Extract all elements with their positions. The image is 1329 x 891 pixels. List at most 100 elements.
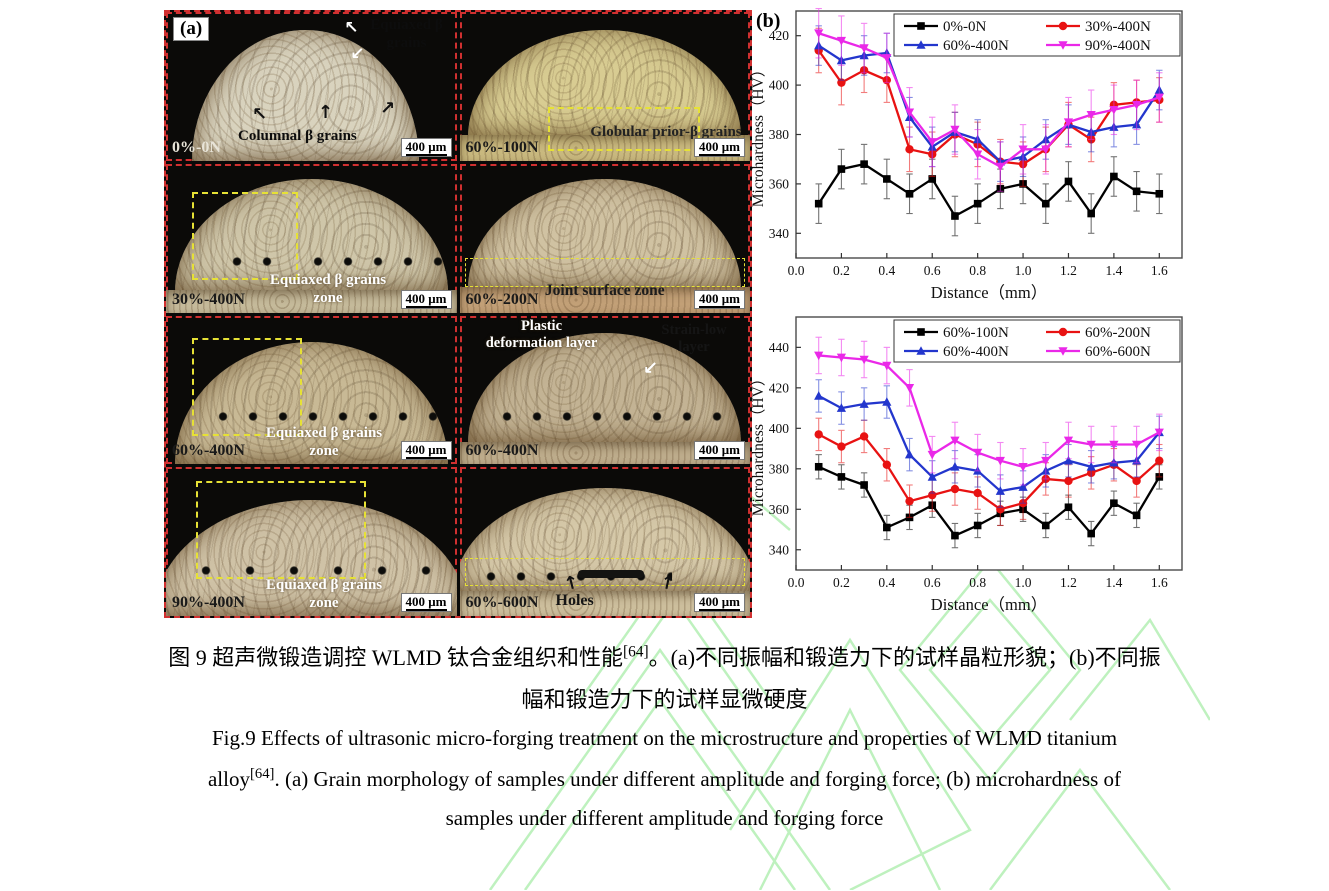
svg-text:1.0: 1.0 [1015, 575, 1032, 590]
caption-en-rest: . (a) Grain morphology of samples under … [274, 767, 1122, 791]
caption-zh-line2: 幅和锻造力下的试样显微硬度 [521, 687, 808, 712]
series-markers [814, 29, 1164, 172]
caption-en-line3: samples under different amplitude and fo… [445, 806, 884, 830]
pore-row [218, 255, 276, 267]
arrow-icon: ↖ [344, 18, 359, 38]
scale-bar: 400 μm [400, 289, 452, 309]
highlight-box [192, 337, 302, 436]
svg-text:340: 340 [769, 226, 790, 241]
series-line [817, 49, 1160, 166]
microhardness-chart-top: 0.0 0.2 0.4 0.6 0.8 1.0 1.2 1.4 1.6 340 360 380 400 4… [750, 6, 1196, 313]
pore-row [180, 565, 442, 576]
svg-text:360: 360 [769, 502, 790, 517]
svg-text:440: 440 [769, 340, 790, 355]
series-line [818, 354, 1160, 468]
substrate-layer [166, 290, 457, 313]
arrow-icon: ↙ [350, 44, 365, 64]
x-axis-label: Distance（mm） [931, 595, 1047, 614]
caption-en-line1: Fig.9 Effects of ultrasonic micro-forgin… [211, 726, 1118, 750]
scale-bar: 400 μm [400, 441, 452, 461]
micrograph-0pct-0N: (a) Equiaxed β grains ↖ ↙ Columnal β gra… [166, 12, 457, 161]
svg-text:90%-400N: 90%-400N [1085, 38, 1151, 54]
series-line [817, 162, 1160, 218]
svg-text:0.0: 0.0 [788, 575, 805, 590]
axis-ticks: 0.0 0.2 0.4 0.6 0.8 1.0 1.2 1.4 1.6 340 360 380 400 4… [769, 28, 1168, 278]
panel-b-badge: (b) [756, 10, 781, 32]
svg-text:400: 400 [769, 78, 790, 93]
highlight-box [464, 558, 745, 586]
svg-text:0.8: 0.8 [969, 263, 986, 278]
svg-text:1.4: 1.4 [1105, 575, 1122, 590]
micrograph-60pct-100N: Globular prior-β grains 60%-100N 400 μm [459, 12, 750, 161]
caption-en-pre: alloy [207, 767, 250, 791]
series-line [818, 433, 1161, 511]
caption-zh-rest: 。(a)不同振幅和锻造力下的试样晶粒形貌；(b)不同振 [648, 645, 1161, 670]
svg-text:0.8: 0.8 [969, 575, 986, 590]
citation-superscript: [64] [622, 643, 649, 661]
svg-text:60%-200N: 60%-200N [1085, 325, 1151, 341]
micrograph-90pct-400N: Equiaxed β grains zone 90%-400N 400 μm [166, 467, 457, 616]
microhardness-amplitude-chart: 0.0 0.2 0.4 0.6 0.8 1.0 1.2 1.4 1.6 340 360 380 400 4… [750, 7, 1183, 302]
annotation-joint-surface: Joint surface zone [544, 281, 665, 299]
annotation-globular-grains: Globular prior-β grains [590, 123, 742, 140]
annotation-plastic-deformation: Plastic deformation layer [485, 317, 598, 351]
scale-bar: 400 μm [694, 441, 745, 461]
axis-ticks: 0.0 0.2 0.4 0.6 0.8 1.0 1.2 1.4 1.6 340 360 380 400 4… [769, 340, 1168, 590]
legend: 60%-100N 60%-200N 60%-400N 60%-600N [893, 319, 1181, 363]
annotation-strain-low-layer: Strain-low layer [661, 321, 727, 355]
svg-text:0.2: 0.2 [833, 575, 850, 590]
condition-label: 60%-400N [465, 442, 539, 460]
condition-label: 60%-100N [465, 138, 539, 156]
x-axis-label: Distance（mm） [931, 283, 1047, 302]
svg-text:380: 380 [769, 461, 790, 476]
svg-text:400: 400 [769, 421, 790, 436]
y-axis-label: Microhardness（HV） [750, 62, 767, 208]
highlight-box [547, 106, 700, 151]
arrow-icon: ↗ [380, 97, 396, 119]
svg-text:0.2: 0.2 [833, 263, 850, 278]
highlight-box [196, 481, 366, 580]
scale-bar: 400 μm [694, 137, 745, 157]
caption-zh-main: 图 9 超声微锻造调控 WLMD 钛合金组织和性能 [168, 645, 623, 670]
pore-row [204, 411, 452, 423]
svg-text:0%-0N: 0%-0N [943, 19, 986, 35]
micrograph-60pct-400N-left: Equiaxed β grains zone 60%-400N 400 μm [166, 315, 457, 465]
elongated-hole [577, 570, 644, 578]
svg-text:420: 420 [769, 380, 790, 395]
annotation-columnar-grains: Columnal β grains [238, 127, 357, 144]
caption-zh-line1: 图 9 超声微锻造调控 WLMD 钛合金组织和性能[64]。(a)不同振幅和锻造… [0, 640, 1329, 672]
annotation-holes: Holes [555, 591, 594, 609]
svg-text:1.0: 1.0 [1015, 263, 1032, 278]
svg-text:0.6: 0.6 [924, 575, 941, 590]
scale-bar: 400 μm [400, 593, 452, 612]
svg-text:0.4: 0.4 [878, 263, 895, 278]
citation-superscript: [64] [249, 766, 275, 782]
svg-text:1.6: 1.6 [1151, 263, 1168, 278]
pore-row [471, 571, 672, 582]
svg-text:1.4: 1.4 [1105, 263, 1122, 278]
svg-text:60%-100N: 60%-100N [943, 325, 1009, 341]
series-line [818, 465, 1161, 538]
caption-en-line2: alloy[64]. (a) Grain morphology of sampl… [0, 766, 1329, 792]
condition-label: 60%-200N [465, 290, 539, 308]
arrow-icon: ↑ [318, 101, 334, 123]
annotation-equiaxed-zone: Equiaxed β grains zone [265, 425, 383, 460]
microhardness-force-chart: 0.0 0.2 0.4 0.6 0.8 1.0 1.2 1.4 1.6 340 360 380 400 4… [750, 316, 1183, 614]
micrograph-30pct-400N: Equiaxed β grains zone 30%-400N 400 μm [166, 163, 457, 313]
highlight-box [192, 191, 298, 280]
microhardness-chart-bottom: 0.0 0.2 0.4 0.6 0.8 1.0 1.2 1.4 1.6 340 360 380 400 4… [750, 312, 1196, 625]
scale-bar: 400 μm [694, 289, 745, 309]
series-line [818, 394, 1161, 493]
panel-a-micrograph-grid: (a) Equiaxed β grains ↖ ↙ Columnal β gra… [164, 10, 752, 618]
svg-text:0.0: 0.0 [788, 263, 805, 278]
scale-bar: 400 μm [694, 593, 745, 612]
legend: 0%-0N 30%-400N 60%-400N 90%-400N [893, 13, 1181, 57]
arrow-icon: ↙ [642, 357, 658, 379]
svg-text:340: 340 [769, 542, 790, 557]
micrograph-60pct-200N: Joint surface zone 60%-200N 400 μm [459, 163, 750, 313]
svg-text:60%-400N: 60%-400N [943, 344, 1009, 360]
svg-text:0.4: 0.4 [878, 575, 895, 590]
condition-label: 30%-400N [172, 290, 245, 308]
highlight-box [464, 257, 745, 287]
panel-a-badge: (a) [173, 17, 210, 41]
